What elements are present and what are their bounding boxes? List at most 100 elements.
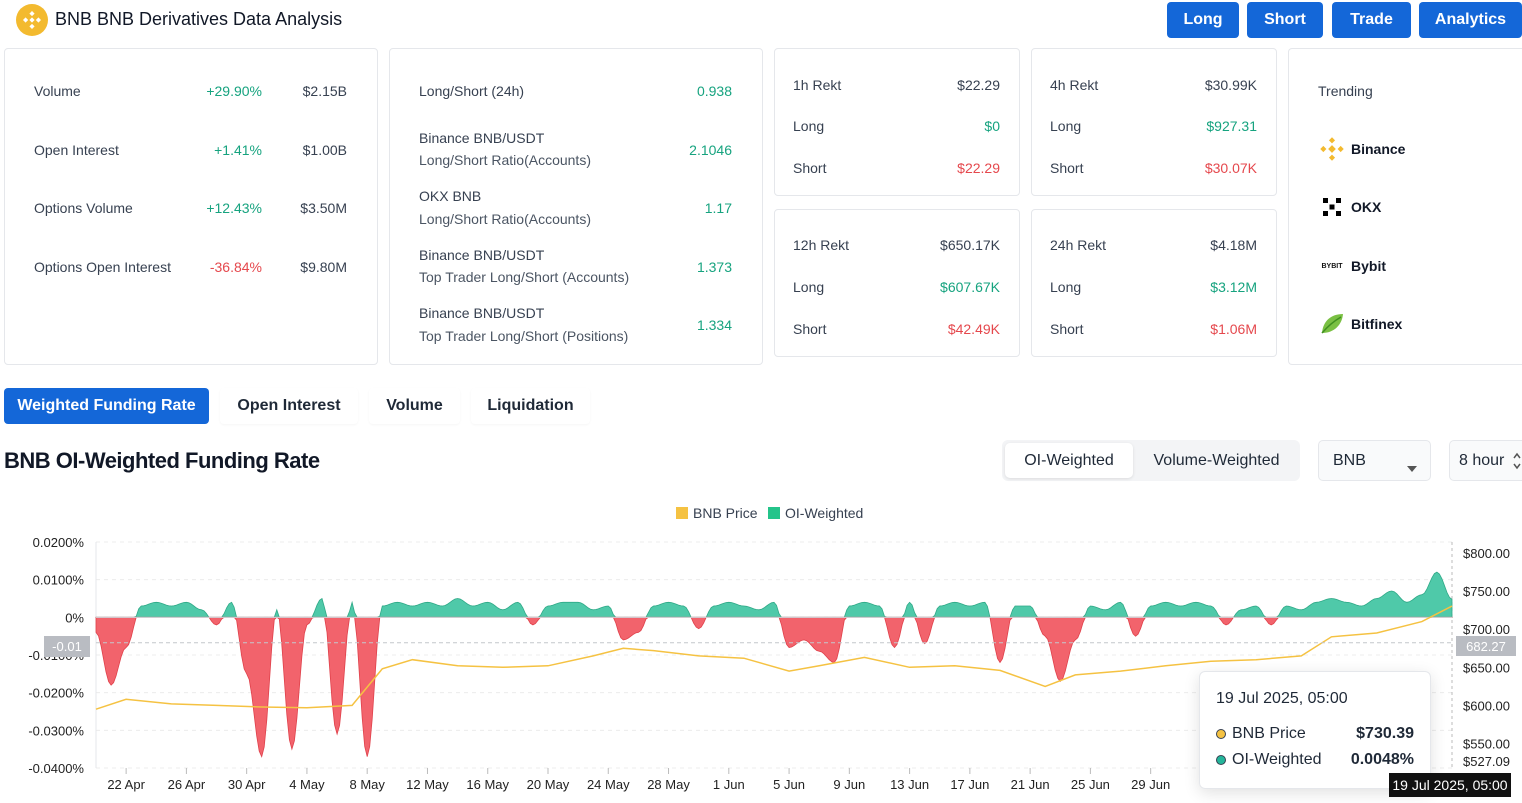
stat-change: -36.84% xyxy=(209,259,262,275)
legend-item-price[interactable]: BNB Price xyxy=(676,505,758,521)
trending-item-binance[interactable]: Binance xyxy=(1319,136,1405,162)
rekt-long-label: Long xyxy=(1050,118,1082,134)
symbol-select[interactable]: BNB xyxy=(1318,440,1431,481)
bitfinex-icon xyxy=(1319,311,1345,337)
trending-item-bitfinex[interactable]: Bitfinex xyxy=(1319,311,1402,337)
y-left-tick-label: -0.0200% xyxy=(28,686,84,701)
x-tick-label: 20 May xyxy=(527,777,570,792)
long-button[interactable]: Long xyxy=(1167,2,1239,38)
rekt-short-label: Short xyxy=(793,160,827,176)
bybit-icon: BYBIT xyxy=(1321,262,1343,270)
tab-open-interest[interactable]: Open Interest xyxy=(220,388,358,424)
crosshair-date-label: 19 Jul 2025, 05:00 xyxy=(1389,773,1511,797)
tooltip-label: OI-Weighted xyxy=(1232,751,1322,768)
ratio-label: Long/Short (24h) xyxy=(419,83,525,99)
x-tick-label: 4 May xyxy=(289,777,325,792)
rekt-long-value: $607.67K xyxy=(940,279,1000,295)
y-right-tick-label: $800.00 xyxy=(1463,546,1510,561)
trending-card: Trending Binance OKX BYBIT Bybit Bitfine… xyxy=(1288,48,1522,365)
ratio-label: OKX BNB xyxy=(419,188,482,204)
rekt-card-4h: 4h Rekt $30.99K Long $927.31 Short $30.0… xyxy=(1031,48,1277,196)
rekt-long-label: Long xyxy=(793,118,825,134)
tab-volume[interactable]: Volume xyxy=(369,388,460,424)
legend-swatch xyxy=(768,507,780,519)
x-tick-label: 17 Jun xyxy=(950,777,989,792)
oi-dot-icon xyxy=(1216,755,1226,765)
rekt-card-12h: 12h Rekt $650.17K Long $607.67K Short $4… xyxy=(774,209,1020,357)
oi-weighted-option[interactable]: OI-Weighted xyxy=(1005,443,1133,478)
legend-item-oi[interactable]: OI-Weighted xyxy=(768,505,863,521)
legend-label: OI-Weighted xyxy=(785,505,864,521)
chart-tooltip: 19 Jul 2025, 05:00 BNB Price $730.39 OI-… xyxy=(1199,671,1431,789)
rekt-long-value: $0 xyxy=(984,118,1000,134)
stat-label: Volume xyxy=(34,83,81,99)
trending-item-bybit[interactable]: BYBIT Bybit xyxy=(1319,253,1387,279)
stat-label: Options Volume xyxy=(34,200,133,216)
y-left-tick-label: 0.0100% xyxy=(33,573,85,588)
rekt-short-value: $1.06M xyxy=(1210,321,1257,337)
y-right-tick-label: $700.00 xyxy=(1463,622,1510,637)
bnb-price-line xyxy=(95,605,1453,710)
volume-weighted-option[interactable]: Volume-Weighted xyxy=(1153,451,1280,469)
x-tick-label: 26 Apr xyxy=(168,777,206,792)
ratio-label: Binance BNB/USDT xyxy=(419,305,545,321)
trade-button[interactable]: Trade xyxy=(1332,2,1411,38)
interval-select-value: 8 hour xyxy=(1459,452,1505,469)
short-button[interactable]: Short xyxy=(1247,2,1323,38)
symbol-select-value: BNB xyxy=(1333,452,1366,469)
y-left-tick-label: -0.0300% xyxy=(28,723,84,738)
y-left-tick-label: -0.0400% xyxy=(28,761,84,776)
ratio-value: 0.938 xyxy=(696,83,732,99)
ratio-sublabel: Top Trader Long/Short (Positions) xyxy=(419,328,629,344)
x-tick-label: 9 Jun xyxy=(833,777,865,792)
analytics-button[interactable]: Analytics xyxy=(1419,2,1522,38)
rekt-long-value: $927.31 xyxy=(1206,118,1257,134)
rekt-long-label: Long xyxy=(1050,279,1082,295)
stat-label: Open Interest xyxy=(34,142,119,158)
rekt-title: 24h Rekt xyxy=(1050,237,1107,253)
funding-rate-chart[interactable]: 0.0200%0.0100%0%-0.0100%-0.0200%-0.0300%… xyxy=(0,530,1522,803)
rekt-total: $30.99K xyxy=(1204,77,1257,93)
x-tick-label: 5 Jun xyxy=(773,777,805,792)
legend-swatch xyxy=(676,507,688,519)
rekt-card-24h: 24h Rekt $4.18M Long $3.12M Short $1.06M xyxy=(1031,209,1277,357)
crosshair-price-label: 682.27 xyxy=(1456,636,1516,656)
x-tick-label: 30 Apr xyxy=(228,777,266,792)
rekt-short-label: Short xyxy=(1050,321,1084,337)
tooltip-title: 19 Jul 2025, 05:00 xyxy=(1216,690,1348,707)
ratio-value: 1.17 xyxy=(704,200,732,216)
ratio-value: 1.334 xyxy=(696,317,732,333)
trending-item-okx[interactable]: OKX xyxy=(1319,194,1381,220)
y-right-tick-label: $600.00 xyxy=(1463,698,1510,713)
ratio-value: 1.373 xyxy=(696,259,732,275)
x-tick-label: 25 Jun xyxy=(1071,777,1110,792)
ratio-label: Binance BNB/USDT xyxy=(419,247,545,263)
tab-liquidation[interactable]: Liquidation xyxy=(471,388,590,424)
weighting-toggle: OI-Weighted Volume-Weighted xyxy=(1002,440,1300,481)
x-tick-label: 28 May xyxy=(647,777,690,792)
ratio-sublabel: Long/Short Ratio(Accounts) xyxy=(419,211,591,227)
rekt-total: $650.17K xyxy=(940,237,1000,253)
tab-weighted-funding-rate[interactable]: Weighted Funding Rate xyxy=(4,388,209,424)
stat-label: Options Open Interest xyxy=(34,259,171,275)
x-tick-label: 21 Jun xyxy=(1011,777,1050,792)
interval-select[interactable]: 8 hour xyxy=(1449,440,1522,481)
y-left-tick-label: 0.0200% xyxy=(33,535,85,550)
y-right-tick-label: $650.00 xyxy=(1463,660,1510,675)
okx-icon xyxy=(1319,194,1345,220)
ratio-card: Long/Short (24h) 0.938 Binance BNB/USDT … xyxy=(389,48,763,365)
trending-item-label: Binance xyxy=(1351,141,1406,157)
binance-icon xyxy=(1319,136,1345,162)
oi-weighted-positive-area xyxy=(95,571,1453,618)
stats-card: Volume +29.90% $2.15B Open Interest +1.4… xyxy=(4,48,378,365)
x-tick-label: 22 Apr xyxy=(107,777,145,792)
bnb-logo-icon xyxy=(16,4,48,36)
rekt-long-value: $3.12M xyxy=(1210,279,1257,295)
x-tick-label: 8 May xyxy=(349,777,385,792)
ratio-label: Binance BNB/USDT xyxy=(419,130,545,146)
ratio-value: 2.1046 xyxy=(689,142,732,158)
stat-value: $2.15B xyxy=(302,83,347,99)
stepper-icon xyxy=(1512,451,1522,476)
rekt-short-value: $42.49K xyxy=(947,321,1000,337)
x-tick-label: 16 May xyxy=(466,777,509,792)
